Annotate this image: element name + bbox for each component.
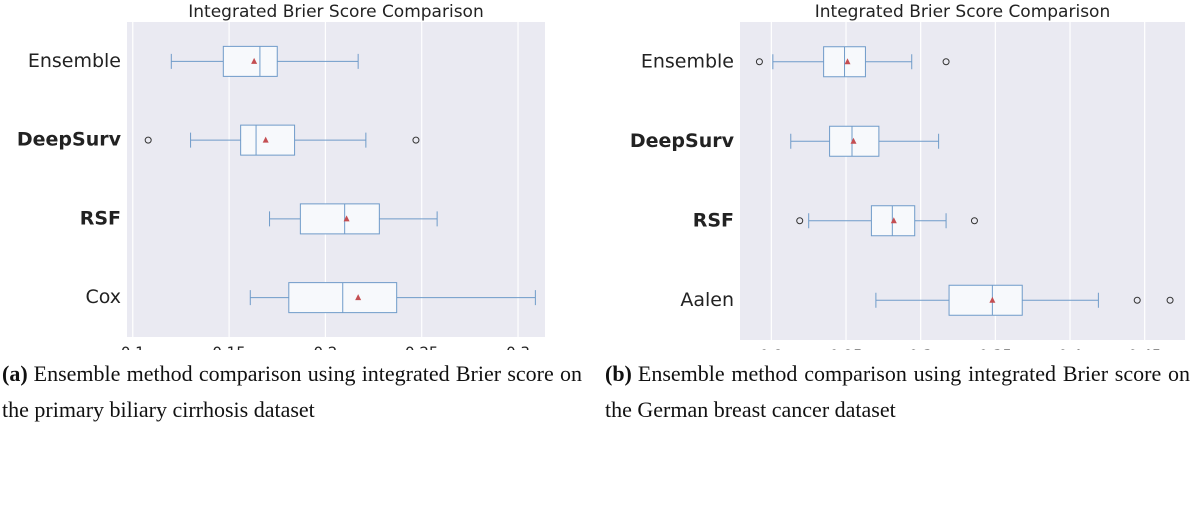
x-tick-label: 0.2 xyxy=(759,347,783,351)
x-tick-label: 0.3 xyxy=(909,347,933,351)
x-tick-label: 0.4 xyxy=(1058,347,1082,351)
mean-marker xyxy=(844,58,851,65)
mean-marker xyxy=(251,57,258,64)
y-tick-label: Ensemble xyxy=(28,50,121,72)
y-tick-label: Ensemble xyxy=(641,50,734,72)
y-tick-label: Aalen xyxy=(680,289,734,311)
chart-title: Integrated Brier Score Comparison xyxy=(815,2,1110,22)
y-tick-label: Cox xyxy=(85,286,121,308)
y-tick-label: DeepSurv xyxy=(630,130,735,152)
chart-title: Integrated Brier Score Comparison xyxy=(188,2,483,22)
outlier xyxy=(942,58,950,66)
x-tick-label: 0.15 xyxy=(212,344,245,351)
outlier xyxy=(412,136,420,144)
y-tick-label: DeepSurv xyxy=(17,129,122,151)
x-tick-label: 0.1 xyxy=(121,344,145,351)
caption-label: (a) xyxy=(2,361,28,386)
chart: Integrated Brier Score Comparison 0.2 0.25… xyxy=(630,2,1185,351)
x-tick-label: 0.3 xyxy=(506,344,530,351)
outlier xyxy=(755,58,763,66)
y-tick-label: RSF xyxy=(693,209,734,231)
box xyxy=(240,124,296,156)
outlier xyxy=(1133,296,1141,304)
mean-marker xyxy=(343,215,350,222)
x-tick-label: 0.25 xyxy=(405,344,438,351)
x-tick-label: 0.25 xyxy=(829,347,862,351)
caption-label: (b) xyxy=(605,361,632,386)
x-tick-label: 0.45 xyxy=(1128,347,1161,351)
y-tick-label: RSF xyxy=(80,207,121,229)
outlier xyxy=(144,136,152,144)
box xyxy=(222,45,278,77)
x-tick-label: 0.35 xyxy=(979,347,1012,351)
outlier xyxy=(970,217,978,225)
caption: (a) Ensemble method comparison using inte… xyxy=(2,356,582,428)
box xyxy=(299,203,380,235)
chart: Integrated Brier Score Comparison 0.1 0.15… xyxy=(17,2,545,351)
outlier xyxy=(796,217,804,225)
caption-text: Ensemble method comparison using integra… xyxy=(2,361,582,422)
caption-text: Ensemble method comparison using integra… xyxy=(605,361,1190,422)
box xyxy=(948,284,1023,316)
mean-marker xyxy=(262,136,269,143)
mean-marker xyxy=(989,296,996,303)
outlier xyxy=(1166,296,1174,304)
mean-marker xyxy=(890,217,897,224)
caption: (b) Ensemble method comparison using inte… xyxy=(605,356,1190,428)
mean-marker xyxy=(850,137,857,144)
x-tick-label: 0.2 xyxy=(313,344,337,351)
mean-marker xyxy=(355,294,362,301)
